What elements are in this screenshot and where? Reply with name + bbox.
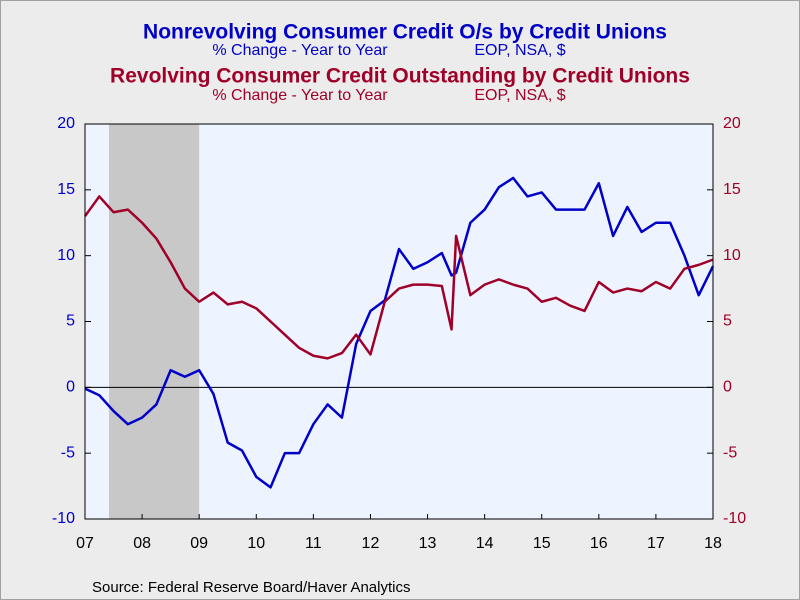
series-unit: % Change - Year to Year: [212, 42, 388, 59]
x-tick-label: 13: [419, 535, 437, 552]
x-tick-label: 08: [133, 535, 151, 552]
y2-tick-label: -5: [723, 444, 737, 461]
x-tick-label: 14: [476, 535, 494, 552]
x-tick-label: 17: [647, 535, 665, 552]
y2-tick-label: 5: [723, 313, 732, 330]
series-line: [83, 195, 714, 360]
x-tick-label: 18: [704, 535, 722, 552]
series-basis: EOP, NSA, $: [474, 87, 565, 104]
series-title: Revolving Consumer Credit Outstanding by…: [110, 65, 690, 88]
series-basis: EOP, NSA, $: [474, 42, 565, 59]
y-tick-label: 0: [66, 379, 75, 396]
y-tick-label: 5: [66, 313, 75, 330]
x-tick-label: 10: [247, 535, 265, 552]
y2-tick-label: 20: [723, 115, 741, 132]
x-tick-label: 11: [305, 535, 322, 552]
x-tick-label: 16: [590, 535, 608, 552]
y-tick-label: -10: [52, 510, 75, 527]
plot-frame: [84, 123, 714, 520]
series-unit: % Change - Year to Year: [212, 87, 388, 104]
x-tick-label: 15: [533, 535, 551, 552]
y2-tick-label: 0: [723, 379, 732, 396]
y-tick-label: 10: [57, 247, 75, 264]
x-tick-label: 12: [362, 535, 380, 552]
y-tick-label: 15: [57, 181, 75, 198]
y-tick-label: -5: [61, 444, 75, 461]
y2-tick-label: -10: [723, 510, 746, 527]
x-tick-label: 07: [76, 535, 94, 552]
source: Source: Federal Reserve Board/Haver Anal…: [92, 579, 410, 596]
y2-tick-label: 10: [723, 247, 741, 264]
series-title: Nonrevolving Consumer Credit O/s by Cred…: [143, 21, 667, 44]
series-line: [84, 176, 715, 489]
x-tick-label: 09: [190, 535, 208, 552]
y2-tick-label: 15: [723, 181, 741, 198]
recession-band: [108, 124, 200, 519]
y-tick-label: 20: [57, 115, 75, 132]
